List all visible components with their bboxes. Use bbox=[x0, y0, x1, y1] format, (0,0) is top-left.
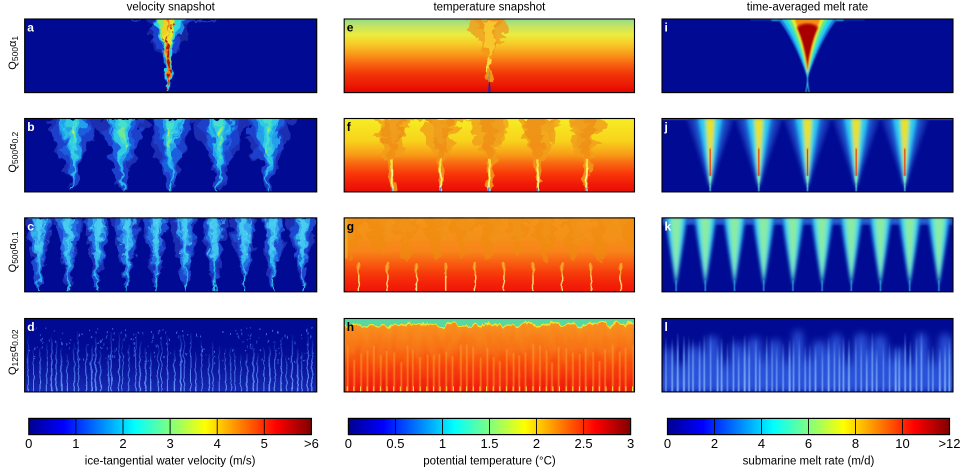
svg-text:0: 0 bbox=[25, 436, 32, 451]
svg-text:2.5: 2.5 bbox=[575, 436, 593, 451]
svg-text:4: 4 bbox=[758, 436, 765, 451]
svg-text:b: b bbox=[27, 120, 34, 134]
svg-text:g: g bbox=[347, 219, 354, 233]
svg-text:1: 1 bbox=[72, 436, 79, 451]
svg-text:temperature snapshot: temperature snapshot bbox=[433, 2, 546, 14]
svg-text:j: j bbox=[664, 120, 668, 134]
svg-text:2: 2 bbox=[533, 436, 540, 451]
svg-text:4: 4 bbox=[214, 436, 221, 451]
svg-text:10: 10 bbox=[895, 436, 909, 451]
svg-text:6: 6 bbox=[805, 436, 812, 451]
svg-text:Q500α0.2: Q500α0.2 bbox=[7, 131, 20, 172]
svg-text:h: h bbox=[347, 320, 354, 334]
svg-text:time-averaged melt rate: time-averaged melt rate bbox=[747, 2, 868, 14]
svg-text:velocity snapshot: velocity snapshot bbox=[127, 2, 216, 14]
svg-text:1.5: 1.5 bbox=[480, 436, 498, 451]
svg-text:>12: >12 bbox=[938, 436, 960, 451]
svg-text:ice-tangential water velocity: ice-tangential water velocity (m/s) bbox=[85, 456, 256, 468]
svg-text:0: 0 bbox=[664, 436, 671, 451]
svg-text:potential temperature (°C): potential temperature (°C) bbox=[423, 456, 556, 468]
svg-text:1: 1 bbox=[439, 436, 446, 451]
svg-text:e: e bbox=[347, 21, 354, 35]
svg-text:3: 3 bbox=[166, 436, 173, 451]
svg-text:0.5: 0.5 bbox=[386, 436, 404, 451]
svg-text:5: 5 bbox=[261, 436, 268, 451]
svg-text:2: 2 bbox=[711, 436, 718, 451]
svg-text:Q500α0.1: Q500α0.1 bbox=[7, 231, 20, 272]
svg-text:k: k bbox=[665, 219, 672, 233]
svg-text:>6: >6 bbox=[304, 436, 319, 451]
svg-text:2: 2 bbox=[119, 436, 126, 451]
svg-text:Q500α1: Q500α1 bbox=[7, 36, 20, 70]
svg-text:c: c bbox=[27, 219, 34, 233]
svg-text:d: d bbox=[27, 320, 34, 334]
svg-text:8: 8 bbox=[852, 436, 859, 451]
svg-text:Q125α0.02: Q125α0.02 bbox=[7, 329, 20, 375]
svg-text:a: a bbox=[27, 21, 34, 35]
svg-text:0: 0 bbox=[345, 436, 352, 451]
svg-text:f: f bbox=[347, 120, 352, 134]
svg-text:submarine melt rate (m/d): submarine melt rate (m/d) bbox=[743, 456, 875, 468]
svg-text:i: i bbox=[665, 21, 668, 35]
svg-text:3: 3 bbox=[627, 436, 634, 451]
svg-text:l: l bbox=[665, 320, 668, 334]
